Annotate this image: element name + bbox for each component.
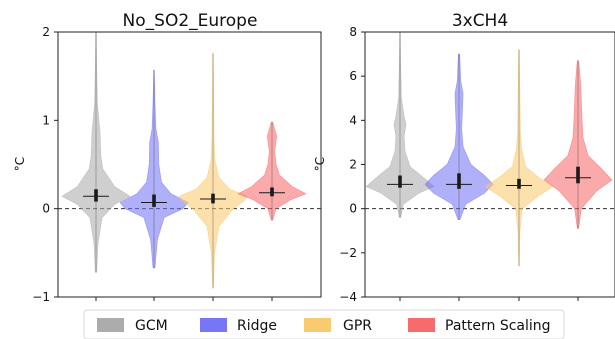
y-tick-label: 2: [42, 25, 50, 39]
panel-no-so2-europe: No_SO2_Europe °C −1 0 1 2: [13, 11, 322, 304]
legend-swatch: [97, 318, 124, 332]
violin-ridge: [424, 53, 494, 220]
legend-swatch: [200, 318, 227, 332]
y-tick-label: −2: [339, 246, 357, 260]
legend-label: GCM: [135, 318, 168, 334]
violin-gpr: [484, 49, 554, 267]
violin-gpr: [178, 52, 248, 289]
y-tick-label: 0: [42, 202, 50, 216]
panel-title: 3xCH4: [452, 11, 508, 31]
violin-iqr-box: [270, 187, 274, 197]
legend-swatch: [304, 318, 331, 332]
legend: GCM Ridge GPR Pattern Scaling: [83, 309, 565, 339]
legend-entry-ridge: Ridge: [200, 318, 277, 334]
y-tick-label: 4: [349, 113, 357, 127]
violin-body: [543, 60, 613, 229]
violin-iqr-box: [398, 175, 402, 188]
y-tick-label: −1: [32, 290, 50, 304]
y-tick-label: 2: [349, 158, 357, 172]
legend-entry-gpr: GPR: [304, 318, 372, 334]
violin-gcm: [61, 31, 131, 273]
y-tick-label: 6: [349, 69, 357, 83]
y-tick-label: 1: [42, 113, 50, 127]
violin-body: [178, 52, 248, 289]
violin-iqr-box: [152, 194, 156, 207]
legend-label: Pattern Scaling: [445, 318, 551, 334]
violin-body: [237, 121, 307, 221]
legend-entry-gcm: GCM: [97, 318, 168, 334]
y-tick-label: −4: [339, 290, 357, 304]
y-axis-label: °C: [313, 157, 327, 171]
violin-pattern-scaling: [237, 121, 307, 221]
y-axis-label: °C: [13, 157, 27, 171]
legend-label: Ridge: [237, 318, 277, 334]
violin-body: [424, 53, 494, 220]
legend-label: GPR: [343, 318, 372, 334]
violin-iqr-box: [94, 189, 98, 202]
violin-iqr-box: [517, 178, 521, 189]
violin-gcm: [365, 31, 435, 218]
violin-pattern-scaling: [543, 60, 613, 229]
plot-frame: [57, 31, 322, 298]
violin-ridge: [119, 69, 189, 269]
panel-title: No_SO2_Europe: [123, 11, 258, 31]
y-tick-label: 0: [349, 202, 357, 216]
y-tick-label: 8: [349, 25, 357, 39]
panel-3xch4: 3xCH4 °C −4 −2 0 2 4 6 8: [313, 11, 615, 304]
legend-entry-pattern-scaling: Pattern Scaling: [408, 318, 551, 334]
legend-swatch: [408, 318, 435, 332]
violin-iqr-box: [457, 173, 461, 189]
plot-frame: [364, 31, 615, 298]
violin-iqr-box: [576, 166, 580, 184]
